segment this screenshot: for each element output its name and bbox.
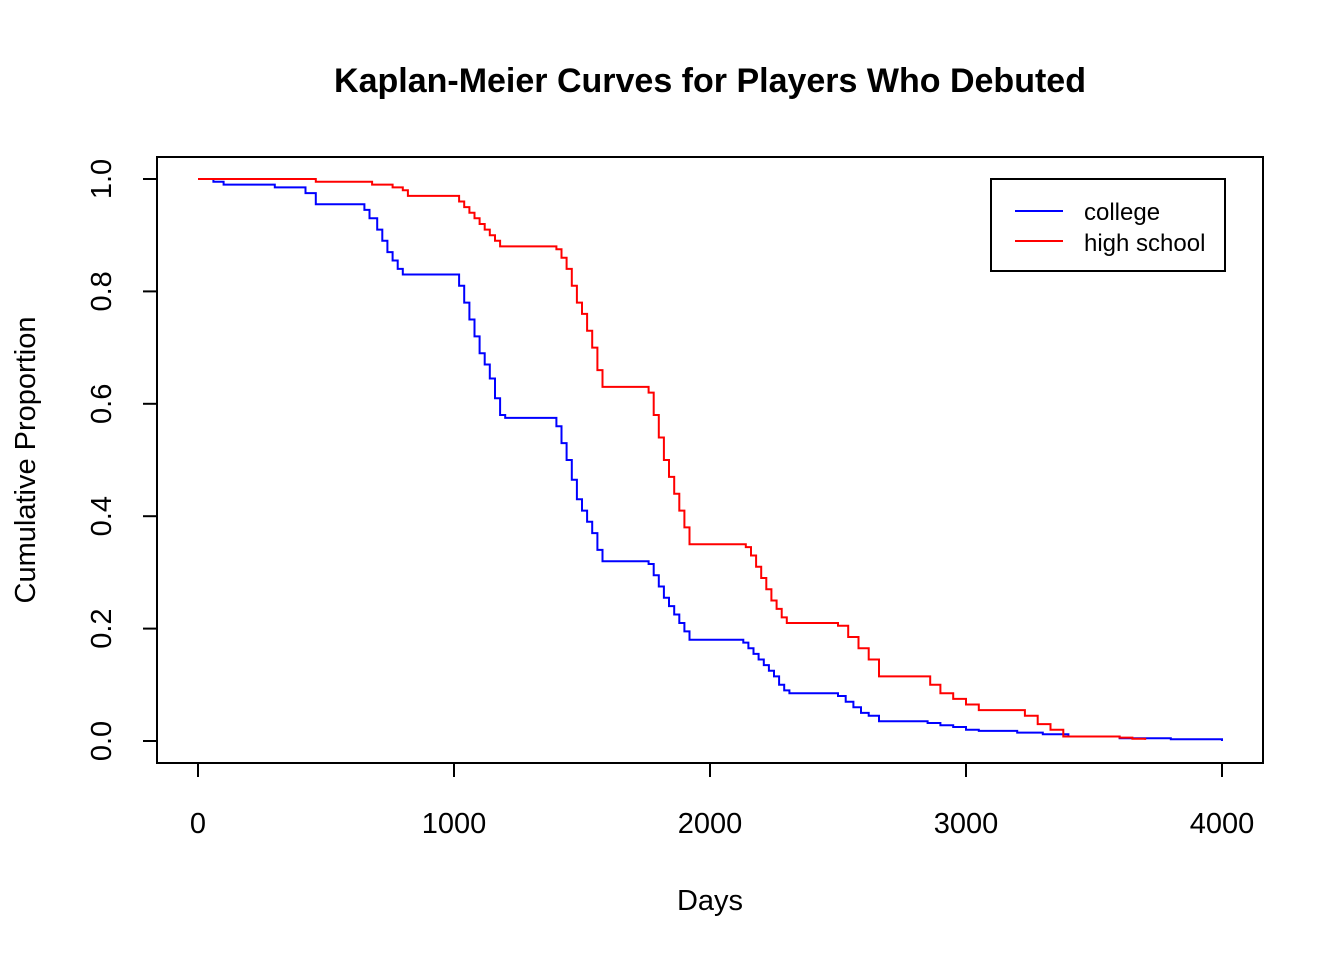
legend-box: [990, 178, 1226, 272]
y-axis-label: Cumulative Proportion: [10, 317, 42, 604]
x-tick-label: 2000: [678, 808, 743, 840]
series-layer: [198, 178, 1223, 741]
x-tick-label: 0: [190, 808, 206, 840]
legend: college high school: [990, 178, 1226, 272]
x-tick-label: 4000: [1190, 808, 1255, 840]
x-tick-label: 3000: [934, 808, 999, 840]
y-tick-label: 0.4: [86, 496, 118, 536]
y-tick-label: 0.0: [86, 721, 118, 761]
legend-label-high-school: high school: [1084, 230, 1205, 257]
series-line-high-school: [198, 178, 1147, 740]
y-axis: 0.0 0.2 0.4 0.6 0.8 1.0: [86, 159, 158, 761]
y-tick-label: 1.0: [86, 159, 118, 199]
x-axis: 0 1000 2000 3000 4000: [190, 762, 1255, 840]
y-tick-label: 0.8: [86, 271, 118, 311]
series-line-college: [198, 178, 1223, 741]
y-tick-label: 0.6: [86, 384, 118, 424]
legend-label-college: college: [1084, 199, 1160, 226]
x-tick-label: 1000: [422, 808, 487, 840]
x-axis-label: Days: [677, 885, 743, 917]
chart-title: Kaplan-Meier Curves for Players Who Debu…: [334, 62, 1086, 100]
y-tick-label: 0.2: [86, 608, 118, 648]
